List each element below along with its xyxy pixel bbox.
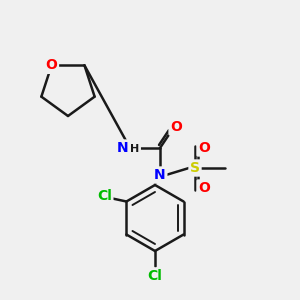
Text: O: O [46,58,58,72]
Text: N: N [117,141,129,155]
Text: Cl: Cl [97,190,112,203]
Text: Cl: Cl [148,269,162,283]
Text: S: S [190,161,200,175]
Text: O: O [198,181,210,195]
Text: H: H [130,144,140,154]
Text: O: O [198,141,210,155]
Text: N: N [154,168,166,182]
Text: O: O [170,120,182,134]
